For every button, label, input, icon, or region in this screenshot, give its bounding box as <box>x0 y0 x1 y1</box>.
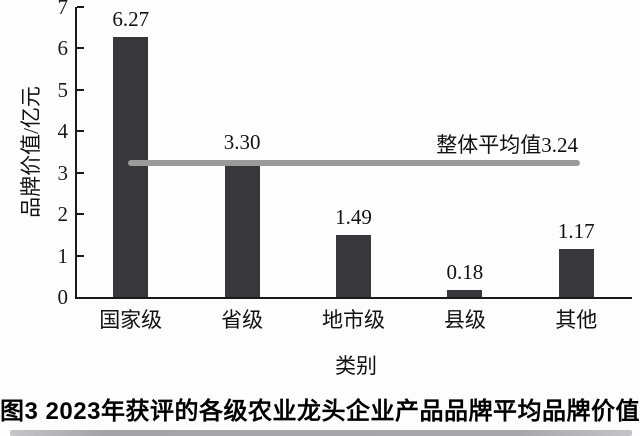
cropped-element-edge <box>10 430 632 436</box>
bar-value-label: 3.30 <box>223 130 261 155</box>
y-tick-label: 1 <box>57 243 69 268</box>
average-line <box>127 159 581 166</box>
y-tick-label: 3 <box>57 160 69 185</box>
bar <box>558 248 594 297</box>
bar <box>113 37 149 297</box>
y-tick-mark <box>77 213 84 216</box>
y-axis-line <box>75 7 77 299</box>
y-tick-label: 5 <box>57 77 69 102</box>
bar <box>224 160 260 297</box>
x-category-label: 国家级 <box>99 308 163 332</box>
y-tick-mark <box>77 47 84 50</box>
bar-value-label: 6.27 <box>112 7 150 32</box>
x-category-label: 省级 <box>221 308 264 332</box>
y-tick-mark <box>77 171 84 174</box>
bar <box>336 235 371 297</box>
y-tick-mark <box>77 88 84 91</box>
y-axis-title: 品牌价值/亿元 <box>19 86 43 218</box>
y-tick-label: 7 <box>57 0 69 19</box>
bar-value-label: 1.17 <box>557 218 595 243</box>
y-tick-label: 0 <box>57 285 69 309</box>
figure-caption: 图3 2023年获评的各级农业龙头企业产品品牌平均品牌价值 <box>0 398 640 425</box>
x-category-label: 其他 <box>555 308 598 332</box>
x-category-label: 地市级 <box>322 308 385 332</box>
average-line-label: 整体平均值3.24 <box>436 133 578 157</box>
x-axis-line <box>75 297 632 299</box>
x-category-label: 县级 <box>443 308 486 332</box>
bar-value-label: 1.49 <box>335 205 372 230</box>
bar <box>447 289 483 297</box>
y-tick-mark <box>77 6 84 8</box>
y-tick-label: 2 <box>57 202 69 227</box>
y-tick-label: 4 <box>57 119 69 144</box>
y-tick-mark <box>77 254 84 257</box>
x-axis-title: 类别 <box>335 354 377 378</box>
y-tick-label: 6 <box>57 36 69 61</box>
y-tick-mark <box>77 130 84 133</box>
bar-value-label: 0.18 <box>446 259 484 284</box>
